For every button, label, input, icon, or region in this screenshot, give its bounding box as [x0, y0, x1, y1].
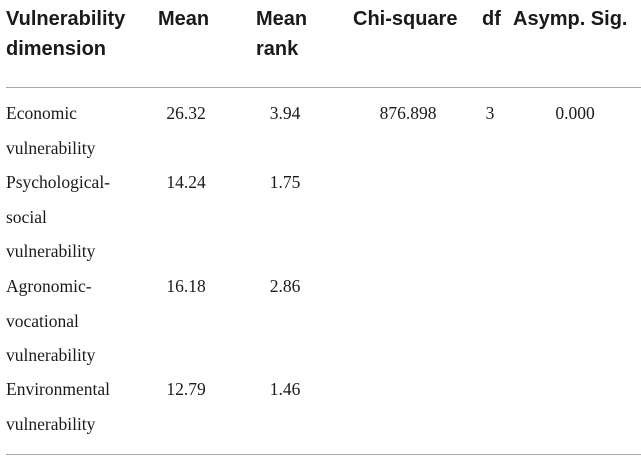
row-mean: 14.24 — [166, 172, 206, 192]
row-dimension: Environmental vulnerability — [6, 379, 111, 434]
header-divider — [6, 87, 641, 88]
row-df: 3 — [485, 103, 495, 123]
row-mean: 12.79 — [166, 379, 206, 399]
header-mean: Mean — [158, 8, 210, 30]
header-asymp-sig: Asymp. Sig. — [513, 8, 628, 30]
row-mean: 26.32 — [166, 103, 206, 123]
row-asymp-sig: 0.000 — [555, 103, 595, 123]
row-dimension: Psychological- social vulnerability — [6, 172, 111, 261]
row-mean-rank: 1.46 — [269, 379, 301, 399]
row-chi-square: 876.898 — [379, 103, 437, 123]
header-chi-square: Chi-square — [353, 8, 458, 30]
row-dimension: Economic vulnerability — [6, 103, 96, 158]
table-bottom-rule — [6, 454, 641, 455]
row-mean-rank: 2.86 — [269, 276, 301, 296]
row-mean-rank: 1.75 — [269, 172, 301, 192]
header-df: df — [482, 8, 501, 30]
header-mean-rank: Mean rank — [256, 8, 308, 60]
row-mean: 16.18 — [166, 276, 206, 296]
row-dimension: Agronomic- vocational vulnerability — [6, 276, 96, 365]
row-mean-rank: 3.94 — [269, 103, 301, 123]
header-vulnerability-dimension: Vulnerability dimension — [6, 8, 126, 60]
